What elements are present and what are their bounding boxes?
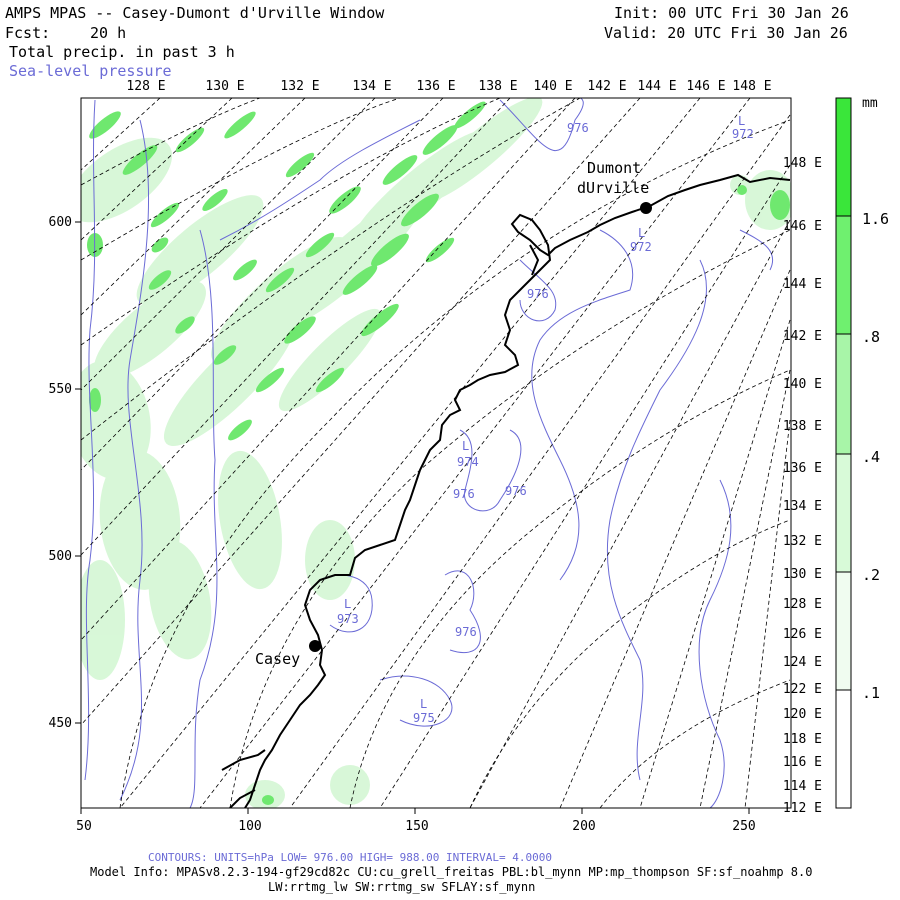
colorbar-label: .8	[862, 328, 880, 346]
pressure-label: 976	[527, 287, 549, 301]
longitude-label: 130 E	[783, 567, 822, 582]
x-tick-label: 100	[238, 819, 261, 834]
pressure-label: 976	[505, 484, 527, 498]
longitude-label: 148 E	[783, 156, 822, 171]
longitude-label: 146 E	[783, 219, 822, 234]
longitude-label: 126 E	[783, 627, 822, 642]
longitude-label: 112 E	[783, 801, 822, 816]
longitude-label: 120 E	[783, 707, 822, 722]
y-tick-label: 550	[49, 382, 72, 397]
colorbar-label: .4	[862, 448, 880, 466]
low-marker: L	[462, 439, 469, 453]
longitude-label: 130 E	[205, 79, 244, 94]
valid-time: Valid: 20 UTC Fri 30 Jan 26	[604, 24, 848, 42]
longitude-label: 118 E	[783, 732, 822, 747]
colorbar: mm 1.6 .8 .4 .2 .1	[835, 96, 889, 809]
x-tick-label: 50	[76, 819, 92, 834]
longitude-label: 128 E	[783, 597, 822, 612]
x-axis	[80, 808, 750, 814]
x-tick-label: 250	[732, 819, 755, 834]
y-axis	[75, 221, 81, 724]
casey-marker[interactable]	[309, 640, 321, 652]
pressure-label: 973	[337, 612, 359, 626]
dumont-label-line1: Dumont	[587, 159, 641, 177]
colorbar-segment	[836, 334, 851, 454]
field-precip-label: Total precip. in past 3 h	[9, 43, 235, 61]
y-tick-label: 450	[49, 716, 72, 731]
longitude-label: 140 E	[533, 79, 572, 94]
forecast-hour: 20 h	[90, 24, 127, 42]
dumont-label-line2: dUrville	[577, 179, 649, 197]
longitude-label: 122 E	[783, 682, 822, 697]
low-marker: L	[738, 114, 745, 128]
longitude-label: 144 E	[783, 277, 822, 292]
model-info: Model Info: MPASv8.2.3-194-gf29cd82c CU:…	[90, 865, 813, 879]
colorbar-segment	[836, 454, 851, 572]
longitude-label: 132 E	[280, 79, 319, 94]
colorbar-label: .2	[862, 566, 880, 584]
longitude-label: 114 E	[783, 779, 822, 794]
coastline	[221, 173, 791, 808]
map-title: AMPS MPAS -- Casey-Dumont d'Urville Wind…	[5, 4, 385, 22]
casey-label: Casey	[255, 650, 300, 668]
contours-info: CONTOURS: UNITS=hPa LOW= 976.00 HIGH= 98…	[148, 851, 552, 864]
longitude-label: 140 E	[783, 377, 822, 392]
pressure-label: 975	[413, 711, 435, 725]
longitude-label: 136 E	[783, 461, 822, 476]
longitude-label: 142 E	[587, 79, 626, 94]
longitude-label: 116 E	[783, 755, 822, 770]
longitude-label: 138 E	[783, 419, 822, 434]
longitude-label: 146 E	[686, 79, 725, 94]
low-marker: L	[420, 697, 427, 711]
longitude-label: 128 E	[126, 79, 165, 94]
right-longitude-labels: 148 E 146 E 144 E 142 E 140 E 138 E 136 …	[783, 156, 822, 816]
colorbar-label: .1	[862, 684, 880, 702]
x-tick-label: 200	[572, 819, 595, 834]
longitude-label: 134 E	[352, 79, 391, 94]
longitude-label: 124 E	[783, 655, 822, 670]
longitude-label: 144 E	[637, 79, 676, 94]
station-markers: Dumont dUrville Casey	[255, 159, 652, 668]
y-tick-labels: 600 550 500 450	[49, 215, 72, 731]
pressure-label: 976	[567, 121, 589, 135]
colorbar-unit: mm	[862, 96, 878, 111]
longitude-label: 142 E	[783, 329, 822, 344]
pressure-labels: 976 L 972 L 972 976 L 974 976 976 L 973 …	[337, 114, 754, 725]
x-tick-labels: 50 100 150 200 250	[76, 819, 756, 834]
y-tick-label: 600	[49, 215, 72, 230]
plot-frame	[80, 97, 792, 809]
dumont-durville-marker[interactable]	[640, 202, 652, 214]
longitude-label: 148 E	[732, 79, 771, 94]
pressure-contours	[84, 98, 774, 808]
colorbar-segment	[836, 690, 851, 808]
colorbar-segment	[836, 98, 851, 216]
physics-info: LW:rrtmg_lw SW:rrtmg_sw SFLAY:sf_mynn	[268, 880, 536, 894]
low-marker: L	[344, 597, 351, 611]
pressure-label: 972	[732, 127, 754, 141]
pressure-label: 976	[453, 487, 475, 501]
longitude-label: 138 E	[478, 79, 517, 94]
lat-lon-grid	[81, 98, 791, 808]
x-tick-label: 150	[405, 819, 428, 834]
y-tick-label: 500	[49, 549, 72, 564]
low-marker: L	[638, 226, 645, 240]
top-longitude-labels: 128 E 130 E 132 E 134 E 136 E 138 E 140 …	[126, 79, 771, 94]
longitude-label: 134 E	[783, 499, 822, 514]
longitude-label: 136 E	[416, 79, 455, 94]
field-slp-label: Sea-level pressure	[9, 62, 172, 80]
pressure-label: 976	[455, 625, 477, 639]
forecast-label: Fcst:	[5, 24, 51, 42]
pressure-label: 974	[457, 455, 479, 469]
colorbar-label: 1.6	[862, 210, 889, 228]
colorbar-segment	[836, 216, 851, 334]
longitude-label: 132 E	[783, 534, 822, 549]
init-time: Init: 00 UTC Fri 30 Jan 26	[614, 4, 849, 22]
pressure-label: 972	[630, 240, 652, 254]
colorbar-segment	[836, 572, 851, 690]
